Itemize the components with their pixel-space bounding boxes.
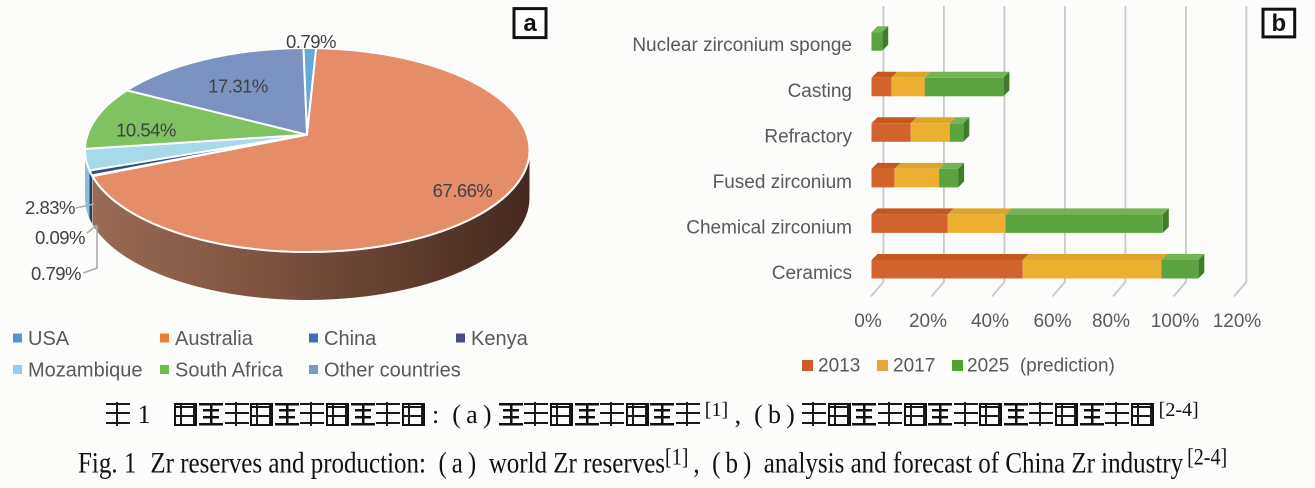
svg-text:120%: 120% xyxy=(1213,311,1262,332)
svg-text:100%: 100% xyxy=(1151,311,1200,332)
svg-text:2.83%: 2.83% xyxy=(25,197,75,218)
svg-text:Kenya: Kenya xyxy=(471,328,529,350)
svg-text:South Africa: South Africa xyxy=(175,360,284,382)
svg-text:0.79%: 0.79% xyxy=(31,263,81,284)
svg-text:Ceramics: Ceramics xyxy=(772,263,852,284)
svg-text:Casting: Casting xyxy=(788,81,852,102)
svg-text:0%: 0% xyxy=(854,311,882,332)
svg-text:USA: USA xyxy=(28,328,70,350)
svg-text:0.09%: 0.09% xyxy=(35,227,85,248)
svg-text:17.31%: 17.31% xyxy=(208,76,268,97)
svg-text:Fused zirconium: Fused zirconium xyxy=(713,172,852,193)
svg-text:2013: 2013 xyxy=(818,356,860,377)
svg-text:a: a xyxy=(523,10,537,37)
svg-text:b: b xyxy=(1272,10,1287,37)
svg-text:Other countries: Other countries xyxy=(324,360,461,382)
svg-text:40%: 40% xyxy=(971,311,1009,332)
svg-text:67.66%: 67.66% xyxy=(433,180,493,201)
svg-text:China: China xyxy=(324,328,377,350)
svg-text:60%: 60% xyxy=(1033,311,1071,332)
svg-text:2017: 2017 xyxy=(893,356,935,377)
svg-text:0.79%: 0.79% xyxy=(286,31,336,52)
svg-text:Refractory: Refractory xyxy=(764,126,852,147)
svg-text:Nuclear zirconium sponge: Nuclear zirconium sponge xyxy=(632,35,852,56)
svg-text:Mozambique: Mozambique xyxy=(28,360,143,382)
svg-text:Chemical zirconium: Chemical zirconium xyxy=(686,217,852,238)
svg-text:80%: 80% xyxy=(1092,311,1130,332)
svg-text:Australia: Australia xyxy=(175,328,254,350)
svg-text:20%: 20% xyxy=(909,311,947,332)
svg-text:10.54%: 10.54% xyxy=(116,120,176,141)
svg-text:2025 (prediction): 2025 (prediction) xyxy=(967,356,1115,377)
